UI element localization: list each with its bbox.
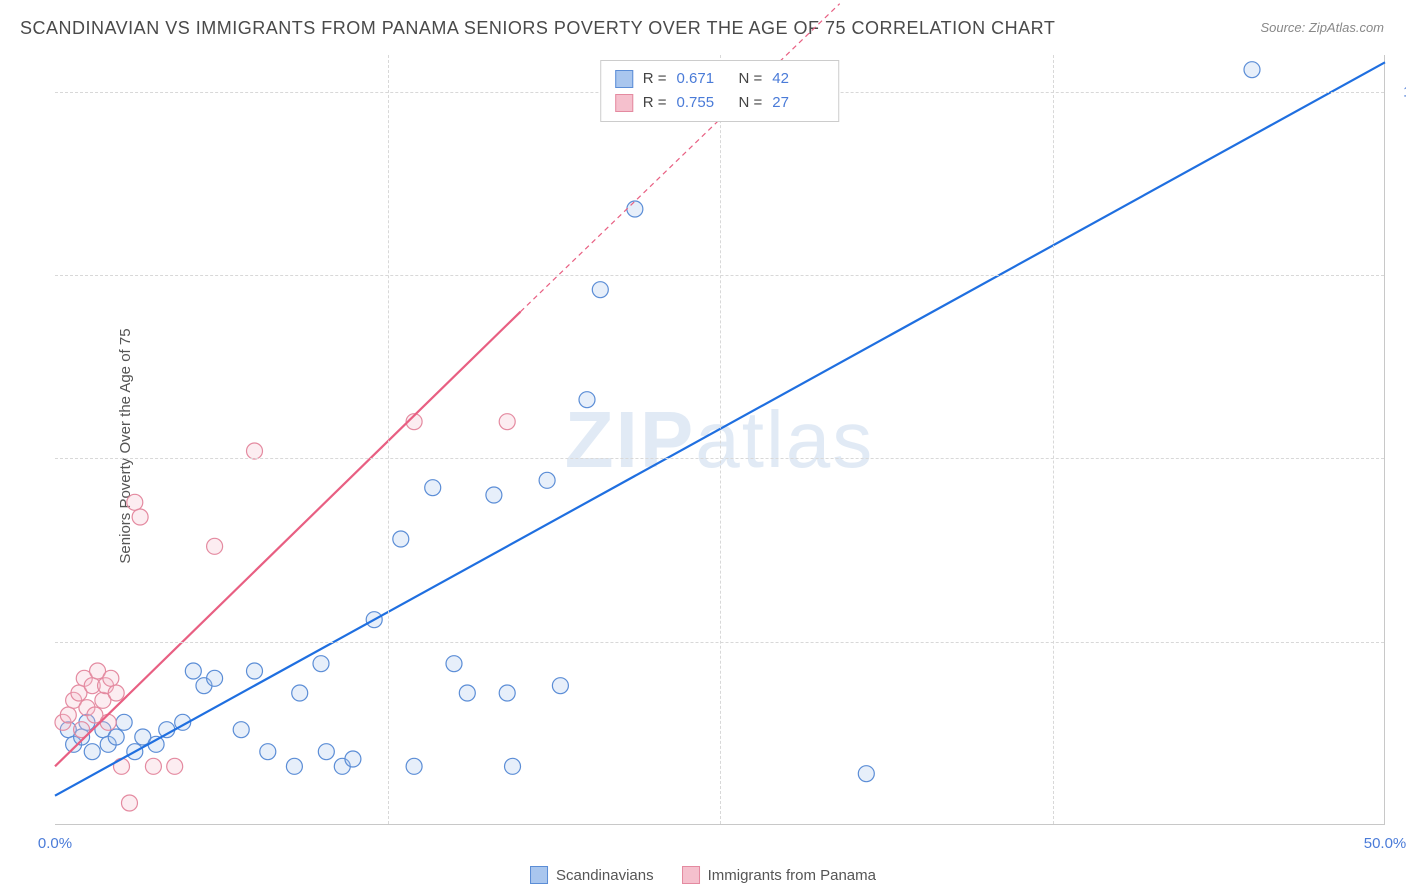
correlation-legend: R = 0.671 N = 42 R = 0.755 N = 27 <box>600 60 840 122</box>
data-point <box>286 758 302 774</box>
data-point <box>114 758 130 774</box>
legend-item-1: Scandinavians <box>530 866 654 884</box>
data-point <box>185 663 201 679</box>
data-point <box>167 758 183 774</box>
swatch-series-1-bottom <box>530 866 548 884</box>
swatch-series-2-bottom <box>682 866 700 884</box>
data-point <box>505 758 521 774</box>
source-attribution: Source: ZipAtlas.com <box>1260 20 1384 35</box>
swatch-series-1 <box>615 70 633 88</box>
r-value-2: 0.755 <box>677 91 729 115</box>
data-point <box>84 744 100 760</box>
data-point <box>406 758 422 774</box>
data-point <box>207 538 223 554</box>
data-point <box>499 414 515 430</box>
data-point <box>345 751 361 767</box>
data-point <box>207 670 223 686</box>
y-tick-label: 75.0% <box>1394 267 1406 284</box>
data-point <box>247 663 263 679</box>
data-point <box>247 443 263 459</box>
x-tick-label: 50.0% <box>1364 835 1406 852</box>
gridline-vertical <box>1053 55 1054 824</box>
data-point <box>108 685 124 701</box>
regression-line <box>55 312 521 767</box>
data-point <box>116 714 132 730</box>
data-point <box>132 509 148 525</box>
legend-row-2: R = 0.755 N = 27 <box>615 91 825 115</box>
data-point <box>127 494 143 510</box>
chart-title: SCANDINAVIAN VS IMMIGRANTS FROM PANAMA S… <box>20 18 1055 39</box>
y-tick-label: 50.0% <box>1394 450 1406 467</box>
data-point <box>858 766 874 782</box>
n-label: N = <box>739 67 763 91</box>
data-point <box>393 531 409 547</box>
data-point <box>313 656 329 672</box>
n-value-1: 42 <box>772 67 824 91</box>
data-point <box>1244 62 1260 78</box>
data-point <box>425 480 441 496</box>
data-point <box>539 472 555 488</box>
data-point <box>486 487 502 503</box>
data-point <box>552 678 568 694</box>
series-name-2: Immigrants from Panama <box>708 867 876 884</box>
plot-area: ZIPatlas R = 0.671 N = 42 R = 0.755 N = … <box>55 55 1385 825</box>
n-value-2: 27 <box>772 91 824 115</box>
data-point <box>233 722 249 738</box>
data-point <box>446 656 462 672</box>
r-label: R = <box>643 67 667 91</box>
data-point <box>103 670 119 686</box>
n-label: N = <box>739 91 763 115</box>
swatch-series-2 <box>615 94 633 112</box>
legend-row-1: R = 0.671 N = 42 <box>615 67 825 91</box>
data-point <box>459 685 475 701</box>
r-label: R = <box>643 91 667 115</box>
legend-item-2: Immigrants from Panama <box>682 866 876 884</box>
data-point <box>579 392 595 408</box>
x-tick-label: 0.0% <box>38 835 72 852</box>
y-tick-label: 100.0% <box>1394 83 1406 100</box>
series-legend: Scandinavians Immigrants from Panama <box>530 866 876 884</box>
data-point <box>108 729 124 745</box>
gridline-vertical <box>720 55 721 824</box>
data-point <box>60 707 76 723</box>
data-point <box>100 714 116 730</box>
data-point <box>318 744 334 760</box>
data-point <box>145 758 161 774</box>
data-point <box>292 685 308 701</box>
data-point <box>260 744 276 760</box>
regression-line-extrapolated <box>521 4 840 312</box>
data-point <box>121 795 137 811</box>
series-name-1: Scandinavians <box>556 867 654 884</box>
gridline-vertical <box>388 55 389 824</box>
data-point <box>627 201 643 217</box>
data-point <box>499 685 515 701</box>
y-tick-label: 25.0% <box>1394 633 1406 650</box>
data-point <box>592 282 608 298</box>
r-value-1: 0.671 <box>677 67 729 91</box>
